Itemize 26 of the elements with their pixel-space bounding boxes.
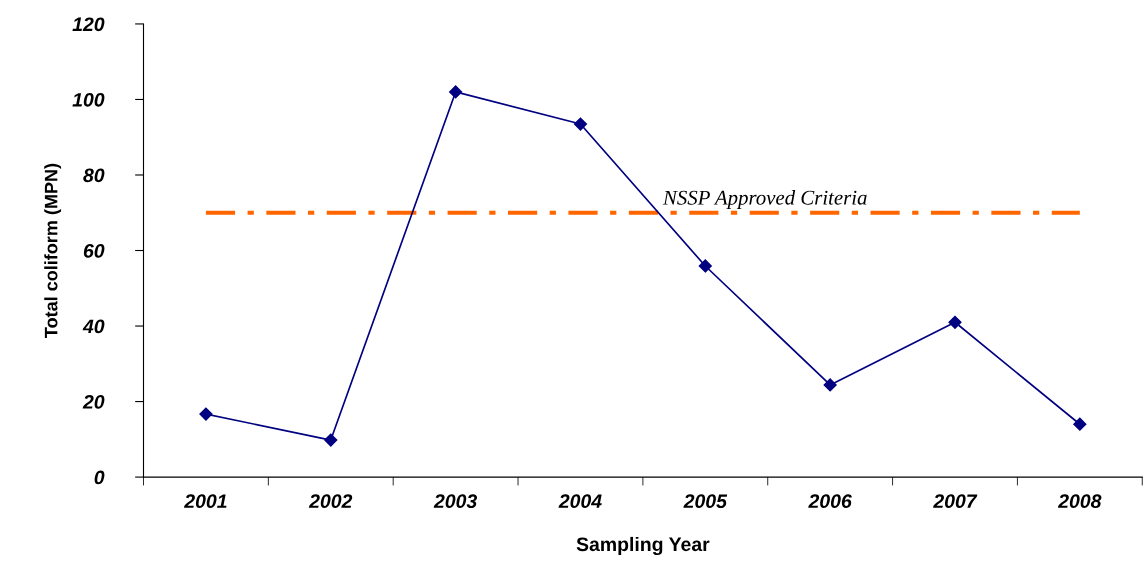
y-tick-label: 60 [83,243,105,258]
x-tick-label: 2005 [683,494,728,509]
y-tick-label: 100 [72,92,105,107]
point [449,85,463,99]
y-tick-label: 20 [82,395,105,409]
x-tick-label: 2007 [933,494,978,509]
point [698,259,712,273]
x-tick-label: 2008 [1057,494,1102,509]
y-tick-label: 40 [82,319,105,334]
y-tick-label: 120 [72,17,105,32]
x-tick-label: 2001 [183,494,227,509]
y-tick-label: 0 [94,470,105,485]
ref-line-label: NSSP Approved Criteria [662,190,867,209]
x-tick-label: 2004 [558,494,602,509]
x-tick-label: 2006 [808,494,852,509]
point [573,117,588,131]
point [324,433,338,447]
y-axis-title: Total coliform (MPN) [44,163,62,338]
y-tick-label: 80 [83,168,105,183]
point [199,407,213,421]
x-axis-title: Sampling Year [576,536,710,556]
x-tick-label: 2003 [433,494,478,509]
point [1073,417,1087,431]
point [948,315,962,329]
point [823,378,837,392]
x-tick-label: 2002 [308,494,353,509]
